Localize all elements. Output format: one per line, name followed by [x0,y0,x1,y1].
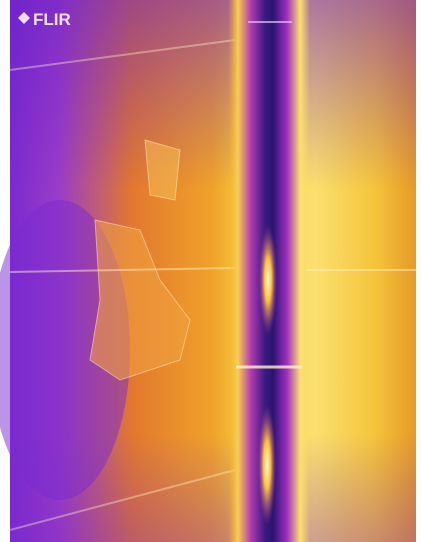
logo-text: FLIR [33,10,71,29]
hot-spot [258,405,276,525]
plaster-patch [145,140,180,200]
page: FLIR (() => { const data = JSON.parse(do… [0,0,421,542]
hot-spot [259,225,277,335]
thermal-image: FLIR [0,0,421,542]
